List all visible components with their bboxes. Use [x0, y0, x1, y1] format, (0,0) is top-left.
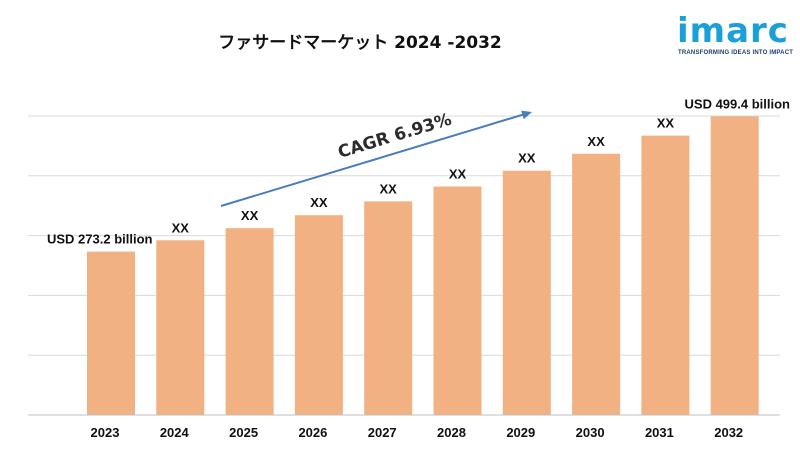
data-label-2024: XX	[172, 220, 190, 235]
bar-2028	[433, 186, 482, 415]
tick-label-2031: 2031	[645, 425, 674, 440]
imarc-logo: imarc TRANSFORMING IDEAS INTO IMPACT	[655, 12, 795, 56]
tick-label-2030: 2030	[576, 425, 605, 440]
bar-2026	[294, 215, 343, 415]
x-axis-tick-labels: 2023 2024 2025 2026 2027 2028 2029 2030 2031 2032	[91, 425, 744, 440]
bar-2023	[87, 251, 135, 415]
data-label-2027: XX	[380, 181, 398, 196]
bar-2031	[641, 135, 690, 415]
bar-2032	[710, 116, 759, 416]
chart-title: ファサードマーケット 2024 -2032	[218, 33, 502, 53]
tick-label-2027: 2027	[368, 425, 397, 440]
data-label-2026: XX	[310, 195, 328, 210]
tick-label-2023: 2023	[91, 425, 120, 440]
tick-label-2028: 2028	[437, 425, 466, 440]
cagr-arrow-head	[521, 110, 532, 120]
tick-label-2029: 2029	[506, 425, 535, 440]
data-labels: USD 273.2 billion XX XX XX XX XX XX XX XX USD 499…	[47, 96, 790, 246]
data-label-2031: XX	[657, 116, 675, 131]
bar-2029	[502, 170, 551, 415]
tick-label-2025: 2025	[229, 425, 258, 440]
bar-2024	[156, 240, 205, 415]
bars	[87, 116, 759, 416]
data-label-2030: XX	[587, 134, 605, 149]
bar-2025	[225, 228, 274, 415]
bar-2030	[572, 153, 621, 415]
data-label-2028: XX	[449, 167, 467, 182]
data-label-2029: XX	[518, 151, 536, 166]
bar-2027	[364, 201, 413, 415]
logo-wordmark: imarc	[677, 11, 789, 51]
tick-label-2024: 2024	[160, 425, 190, 440]
tick-label-2032: 2032	[714, 425, 743, 440]
cagr-annotation: CAGR 6.93%	[336, 110, 454, 163]
logo-tagline: TRANSFORMING IDEAS INTO IMPACT	[678, 50, 794, 56]
tick-label-2026: 2026	[298, 425, 327, 440]
data-label-2025: XX	[241, 208, 259, 223]
data-label-2023: USD 273.2 billion	[47, 232, 153, 247]
data-label-2032: USD 499.4 billion	[685, 96, 791, 111]
cagr-arrow	[220, 110, 532, 207]
cagr-arrow-line	[220, 113, 526, 207]
